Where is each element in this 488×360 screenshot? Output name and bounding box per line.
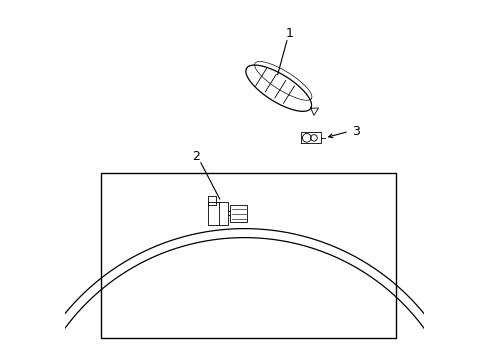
Text: 2: 2 [192, 150, 200, 163]
Bar [208, 196, 216, 205]
Bar [101, 173, 395, 338]
Text: 1: 1 [285, 27, 293, 40]
Text: 3: 3 [352, 125, 360, 138]
Bar [230, 205, 247, 222]
Bar [208, 202, 228, 225]
